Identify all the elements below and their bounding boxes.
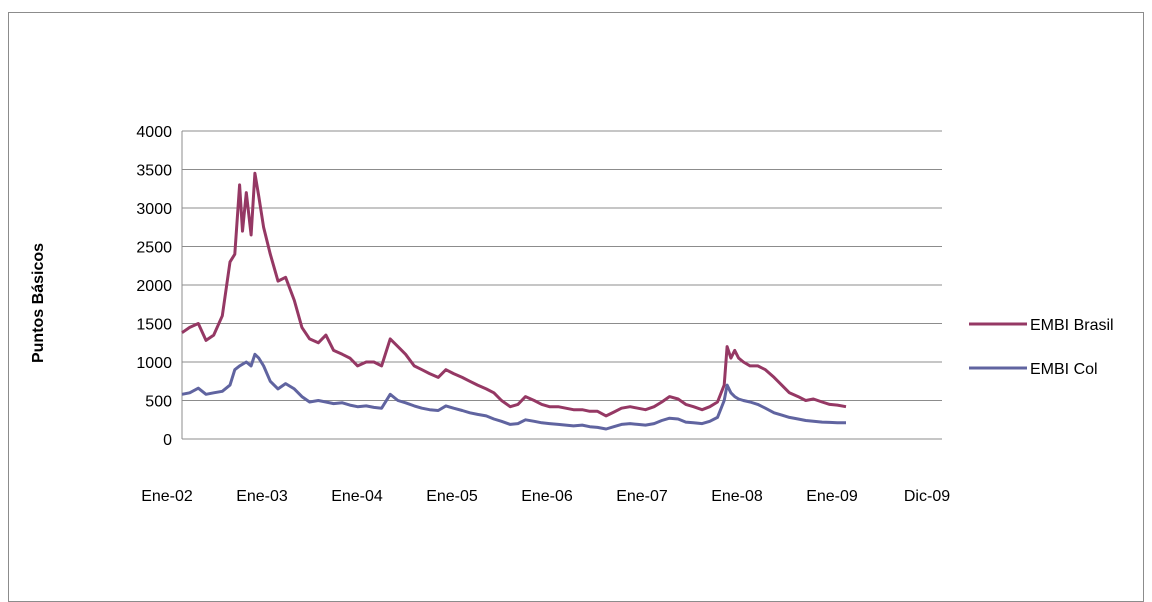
y-tick-label: 500 xyxy=(145,394,172,411)
x-tick-label: Ene-09 xyxy=(806,488,858,505)
legend-label: EMBI Brasil xyxy=(1030,317,1114,334)
x-tick-label: Ene-05 xyxy=(426,488,478,505)
y-tick-label: 3500 xyxy=(136,163,172,180)
series-line-embi-brasil xyxy=(181,171,847,418)
y-tick-label: 2000 xyxy=(136,278,172,295)
y-tick-label: 0 xyxy=(163,432,172,449)
y-axis-label: Puntos Básicos xyxy=(30,243,47,363)
y-tick-label: 3000 xyxy=(136,201,172,218)
series-line-embi-col xyxy=(181,352,846,431)
y-tick-label: 1500 xyxy=(136,317,172,334)
y-tick-label: 1000 xyxy=(136,355,172,372)
x-tick-label: Ene-03 xyxy=(236,488,288,505)
gridlines xyxy=(181,130,942,440)
y-tick-label: 4000 xyxy=(136,124,172,141)
x-tick-label: Ene-07 xyxy=(616,488,668,505)
y-tick-label: 2500 xyxy=(136,240,172,257)
x-axis-ticks: Ene-02 Ene-03 Ene-04 Ene-05 Ene-06 Ene-07 Ene-… xyxy=(141,488,950,505)
legend: EMBI Brasil EMBI Col xyxy=(969,317,1114,378)
x-tick-label: Ene-06 xyxy=(521,488,573,505)
x-tick-label: Ene-02 xyxy=(141,488,193,505)
x-tick-label: Dic-09 xyxy=(904,488,950,505)
x-tick-label: Ene-04 xyxy=(331,488,383,505)
series-lines xyxy=(181,171,847,431)
chart-frame: 0 500 1000 1500 2000 2500 3000 3500 4000 Ene-02 E… xyxy=(8,12,1144,602)
x-tick-label: Ene-08 xyxy=(711,488,763,505)
y-axis-ticks: 0 500 1000 1500 2000 2500 3000 3500 4000 xyxy=(136,124,172,449)
legend-label: EMBI Col xyxy=(1030,361,1098,378)
